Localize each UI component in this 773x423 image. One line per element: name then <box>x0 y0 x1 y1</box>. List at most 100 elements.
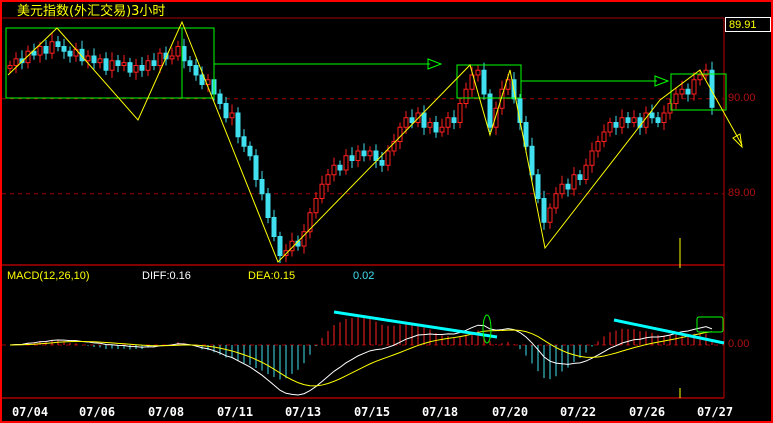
candle-up <box>439 126 445 133</box>
macd-zero-label: 0.00 <box>728 338 750 350</box>
candle-down <box>337 164 343 171</box>
candle-down <box>523 122 529 147</box>
candle-down <box>127 62 133 73</box>
date-tick-label: 07/13 <box>284 405 322 419</box>
candle-down <box>43 46 49 54</box>
candle-up <box>331 164 337 176</box>
candle-down <box>247 145 253 157</box>
candle-up <box>175 46 181 57</box>
candle-down <box>103 58 109 71</box>
candle-up <box>169 55 175 60</box>
candle-up <box>493 107 499 128</box>
candle-down <box>61 46 67 52</box>
candle-up <box>7 65 13 69</box>
candle-down <box>31 50 37 56</box>
candle-down <box>685 88 691 95</box>
candle-up <box>601 131 607 142</box>
macd-dea-value: DEA:0.15 <box>248 270 296 282</box>
candle-up <box>457 103 463 123</box>
candle-up <box>631 117 637 123</box>
candle-up <box>25 50 31 64</box>
candle-up <box>559 183 565 195</box>
candle-down <box>481 69 487 95</box>
candle-down <box>487 93 493 128</box>
candle-up <box>301 231 307 247</box>
candle-up <box>145 60 151 71</box>
date-tick-label: 07/04 <box>11 405 49 419</box>
candle-up <box>571 174 577 190</box>
date-tick-label: 07/20 <box>491 405 529 419</box>
candle-down <box>577 174 583 180</box>
candle-down <box>541 198 547 223</box>
candle-up <box>391 141 397 152</box>
candle-up <box>37 46 43 56</box>
candle-up <box>397 126 403 142</box>
candle-down <box>241 136 247 147</box>
candle-up <box>703 69 709 76</box>
macd-divergence-line-1 <box>333 310 498 339</box>
candle-up <box>619 117 625 128</box>
candle-down <box>193 65 199 76</box>
candle-up <box>463 88 469 104</box>
candle-up <box>385 150 391 166</box>
annotations <box>5 20 743 398</box>
candle-down <box>259 179 265 195</box>
date-tick-label: 07/08 <box>147 405 185 419</box>
zigzag-trend-line <box>7 20 743 263</box>
candle-down <box>277 236 283 256</box>
candle-up <box>229 112 235 119</box>
candle-down <box>409 117 415 123</box>
candle-up <box>607 122 613 133</box>
candle-up <box>691 79 697 95</box>
candle-up <box>343 155 349 171</box>
candle-up <box>667 103 673 114</box>
candle-up <box>97 58 103 64</box>
date-tick-label: 07/27 <box>696 405 734 419</box>
candle-up <box>445 117 451 128</box>
macd-label: MACD(12,26,10) <box>7 270 90 282</box>
candle-up <box>679 88 685 95</box>
candle-up <box>583 164 589 180</box>
candle-down <box>217 93 223 104</box>
date-tick-label: 07/11 <box>216 405 254 419</box>
candle-down <box>613 122 619 128</box>
candle-up <box>313 198 319 214</box>
current-price-label: 89.91 <box>725 17 771 32</box>
candle-down <box>199 74 205 85</box>
arrow-head-icon <box>732 133 743 149</box>
consolidation-box-1 <box>5 27 215 99</box>
candle-up <box>403 117 409 128</box>
macd-divergence-line-2 <box>613 318 725 345</box>
candle-down <box>655 117 661 123</box>
candle-down <box>79 48 85 62</box>
candle-up <box>475 69 481 76</box>
candle-down <box>115 60 121 66</box>
candle-down <box>379 160 385 166</box>
candle-down <box>151 60 157 66</box>
candle-down <box>187 60 193 66</box>
candle-up <box>469 74 475 90</box>
candle-down <box>223 103 229 119</box>
candle-down <box>253 155 259 180</box>
macd-highlight-ellipse <box>482 314 492 344</box>
candle-down <box>451 117 457 123</box>
candle-up <box>121 62 127 67</box>
candle-down <box>433 122 439 133</box>
candle-down <box>19 58 25 64</box>
candle-up <box>109 60 115 71</box>
date-tick-label: 07/15 <box>353 405 391 419</box>
candle-up <box>307 212 313 233</box>
candle-down <box>565 183 571 190</box>
candle-down <box>361 150 367 157</box>
candle-up <box>85 55 91 62</box>
candle-down <box>529 145 535 176</box>
candle-down <box>625 117 631 123</box>
candle-up <box>661 112 667 123</box>
candle-up <box>49 41 55 54</box>
candle-up <box>595 141 601 152</box>
candle-up <box>13 58 19 66</box>
candle-down <box>91 55 97 64</box>
